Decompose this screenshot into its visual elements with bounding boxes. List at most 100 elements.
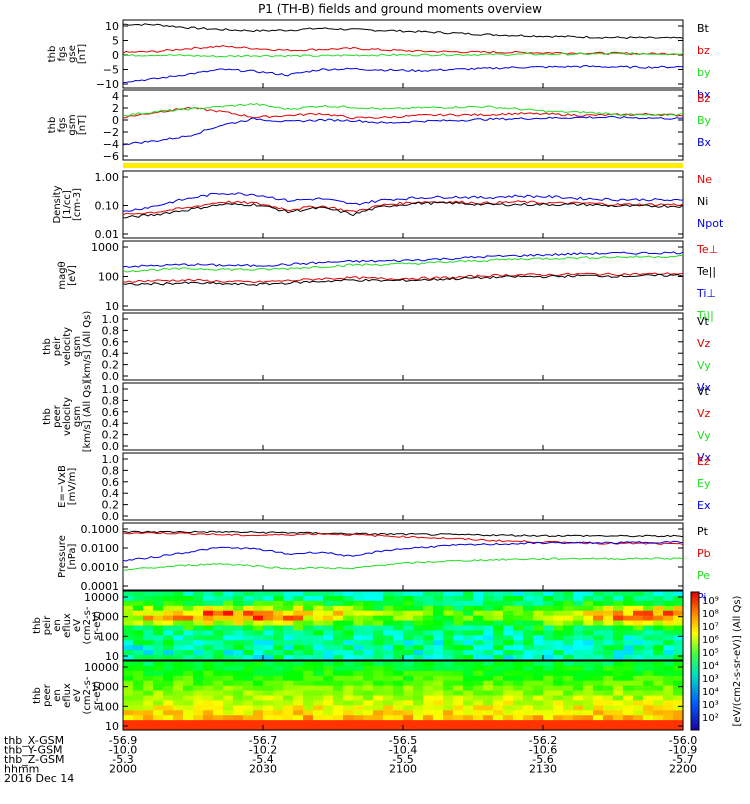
spectrogram-cell <box>263 670 274 677</box>
spectrogram-cell <box>243 725 254 731</box>
spectrogram-cell <box>253 715 264 721</box>
y-tick-label: 0.8 <box>102 464 120 477</box>
spectrogram-cell <box>373 630 384 636</box>
spectrogram-cell <box>123 725 134 731</box>
spectrogram-cell <box>473 720 484 726</box>
y-tick-label: 10000 <box>84 591 119 604</box>
spectrogram-cell <box>383 591 394 597</box>
spectrogram-cell <box>613 705 624 711</box>
spectrogram-cell <box>153 685 164 692</box>
spectrogram-cell <box>163 650 174 656</box>
spectrogram-cell <box>293 705 304 711</box>
spectrogram-cell <box>323 635 334 641</box>
spectrogram-cell <box>593 695 604 702</box>
spectrogram-cell <box>573 685 584 692</box>
spectrogram-cell <box>663 690 674 697</box>
spectrogram-cell <box>343 640 354 646</box>
spectrogram-cell <box>223 640 234 646</box>
spectrogram-cell <box>583 661 594 667</box>
spectrogram-cell <box>453 700 464 706</box>
spectrogram-cell <box>193 605 204 612</box>
spectrogram-cell <box>543 720 554 726</box>
spectrogram-cell <box>633 650 644 656</box>
spectrogram-cell <box>373 620 384 627</box>
spectrogram-cell <box>553 615 564 622</box>
y-axis-label-line: fgs <box>57 46 68 61</box>
spectrogram-cell <box>433 615 444 622</box>
spectrogram-cell <box>523 685 534 692</box>
legend-Ti||: Ti|| <box>696 309 714 322</box>
spectrogram-cell <box>633 715 644 721</box>
spectrogram-cell <box>523 665 534 672</box>
spectrogram-cell <box>153 630 164 636</box>
spectrogram-cell <box>273 650 284 656</box>
spectrogram-cell <box>323 640 334 646</box>
spectrogram-cell <box>183 670 194 677</box>
spectrogram-cell <box>393 650 404 656</box>
spectrogram-cell <box>353 670 364 677</box>
spectrogram-cell <box>583 685 594 692</box>
spectrogram-cell <box>633 625 644 632</box>
spectrogram-cell <box>383 605 394 612</box>
spectrogram-cell <box>313 655 324 661</box>
spectrogram-cell <box>443 595 454 602</box>
spectrogram-cell <box>323 625 334 632</box>
legend-Pt: Pt <box>697 525 709 538</box>
spectrogram-cell <box>653 685 664 692</box>
spectrogram-cell <box>223 710 234 716</box>
spectrogram-cell <box>213 595 224 602</box>
spectrogram-cell <box>273 695 284 702</box>
spectrogram-cell <box>343 700 354 706</box>
spectrogram-cell <box>283 690 294 697</box>
spectrogram-cell <box>583 695 594 702</box>
spectrogram-cell <box>163 705 174 711</box>
spectrogram-cell <box>453 595 464 602</box>
spectrogram-cell <box>203 650 214 656</box>
spectrogram-cell <box>273 705 284 711</box>
spectrogram-cell <box>373 725 384 731</box>
y-tick-label: 0.6 <box>102 476 120 489</box>
spectrogram-cell <box>163 710 174 716</box>
spectrogram-cell <box>583 700 594 706</box>
spectrogram-cell <box>303 610 314 617</box>
y-axis-label-line: [nT] <box>77 44 88 64</box>
series-line-Pe <box>122 557 684 571</box>
spectrogram-cell <box>173 700 184 706</box>
spectrogram-cell <box>463 625 474 632</box>
y-axis-label-line: fgs <box>57 117 68 132</box>
spectrogram-cell <box>653 655 664 661</box>
spectrogram-cell <box>143 670 154 677</box>
spectrogram-cell <box>353 690 364 697</box>
spectrogram-cell <box>203 725 214 731</box>
spectrogram-cell <box>623 690 634 697</box>
spectrogram-cell <box>263 591 274 597</box>
spectrogram-cell <box>123 680 134 687</box>
series-line-By <box>122 102 684 117</box>
spectrogram-cell <box>403 670 414 677</box>
y-axis-label-line: [eV] <box>67 265 78 286</box>
spectrogram-cell <box>663 635 674 641</box>
spectrogram-cell <box>163 680 174 687</box>
spectrogram-cell <box>633 670 644 677</box>
spectrogram-cell <box>333 680 344 687</box>
spectrogram-cell <box>493 605 504 612</box>
spectrogram-cell <box>443 675 454 682</box>
spectrogram-cell <box>503 725 514 731</box>
spectrogram-cell <box>573 665 584 672</box>
spectrogram-cell <box>413 680 424 687</box>
spectrogram-cell <box>623 655 634 661</box>
spectrogram-cell <box>533 630 544 636</box>
spectrogram-cell <box>513 615 524 622</box>
spectrogram-cell <box>423 640 434 646</box>
y-axis-label-line: eV <box>72 619 83 632</box>
spectrogram-cell <box>383 685 394 692</box>
spectrogram-cell <box>253 650 264 656</box>
spectrogram-cell <box>553 645 564 651</box>
legend-Te||: Te|| <box>696 265 716 278</box>
spectrogram-cell <box>593 700 604 706</box>
spectrogram-cell <box>293 620 304 627</box>
spectrogram-cell <box>323 675 334 682</box>
spectrogram-cell <box>373 625 384 632</box>
spectrogram-cell <box>463 720 474 726</box>
spectrogram-cell <box>533 700 544 706</box>
